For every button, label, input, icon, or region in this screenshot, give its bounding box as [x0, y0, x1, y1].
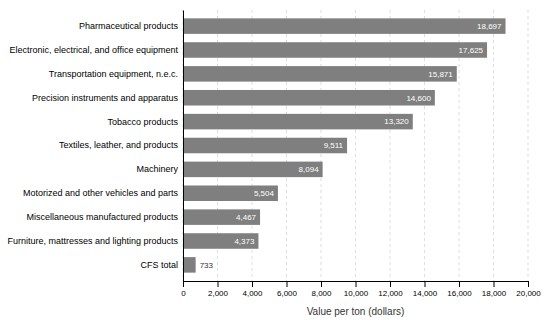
data-label: 733: [200, 261, 214, 270]
x-tick-label: 20,000: [516, 289, 541, 298]
x-tick: 20,000: [516, 281, 541, 298]
x-tick-label: 2,000: [208, 289, 229, 298]
y-axis-line: [183, 11, 184, 282]
data-label: 4,373: [234, 237, 255, 246]
y-tick: Precision instruments and apparatus: [32, 93, 183, 103]
x-tick-label: 4,000: [242, 289, 263, 298]
y-tick-label: Precision instruments and apparatus: [32, 93, 179, 103]
x-tick-mark: [528, 281, 529, 287]
x-axis-title: Value per ton (dollars): [307, 306, 405, 317]
x-tick-mark: [356, 281, 357, 287]
x-tick: 6,000: [277, 281, 298, 298]
y-tick-label: Textiles, leather, and products: [59, 140, 179, 150]
x-tick-label: 0: [181, 289, 186, 298]
data-label: 13,320: [384, 117, 409, 126]
bar: [183, 209, 260, 225]
grid-line: [493, 10, 494, 281]
data-label: 18,697: [477, 22, 502, 31]
chart-svg: 0 2,000 4,000 6,000 8,000 10,000 12,000 14,000 1…: [0, 0, 550, 323]
bars: [183, 18, 506, 272]
x-tick-mark: [287, 281, 288, 287]
x-tick-label: 14,000: [413, 289, 438, 298]
x-tick-label: 12,000: [378, 289, 403, 298]
y-tick: Textiles, leather, and products: [59, 140, 183, 150]
x-tick-mark: [321, 281, 322, 287]
x-tick-label: 18,000: [482, 289, 507, 298]
y-tick: Pharmaceutical products: [79, 21, 183, 31]
bar: [183, 162, 323, 178]
bar: [183, 138, 347, 154]
x-tick: 16,000: [447, 281, 472, 298]
data-labels: 733 4,373 4,467 5,504 8,094 9,511 13,320 14,600…: [200, 22, 502, 270]
data-label: 4,467: [236, 213, 257, 222]
y-tick-label: Miscellaneous manufactured products: [26, 212, 178, 222]
y-tick-label: Transportation equipment, n.e.c.: [49, 69, 178, 79]
y-tick-label: Pharmaceutical products: [79, 21, 179, 31]
bar: [183, 42, 487, 58]
y-tick-label: Electronic, electrical, and office equip…: [10, 45, 179, 55]
x-tick-label: 10,000: [344, 289, 369, 298]
data-label: 17,625: [459, 46, 484, 55]
bar: [183, 114, 413, 130]
y-tick: Electronic, electrical, and office equip…: [10, 45, 183, 55]
y-tick: CFS total: [140, 260, 183, 270]
bar: [183, 90, 435, 106]
x-tick: 4,000: [242, 281, 263, 298]
y-tick-label: Machinery: [136, 164, 178, 174]
data-label: 15,871: [428, 70, 453, 79]
grid-line: [528, 10, 529, 281]
x-tick-mark: [425, 281, 426, 287]
x-tick-mark: [252, 281, 253, 287]
y-tick: Furniture, mattresses and lighting produ…: [7, 236, 183, 246]
data-label: 9,511: [324, 141, 344, 150]
data-label: 8,094: [299, 165, 320, 174]
x-tick: 14,000: [413, 281, 438, 298]
x-tick-mark: [218, 281, 219, 287]
x-axis-line: [184, 282, 529, 288]
x-tick-mark: [183, 281, 184, 287]
grid-line: [183, 10, 184, 281]
x-tick-label: 6,000: [277, 289, 298, 298]
x-tick: 8,000: [311, 281, 332, 298]
chart-container: 0 2,000 4,000 6,000 8,000 10,000 12,000 14,000 1…: [0, 0, 550, 323]
data-label: 14,600: [406, 94, 431, 103]
x-tick: 0: [181, 281, 186, 298]
grid: [183, 10, 528, 281]
y-axis: CFS total Furniture, mattresses and light…: [7, 11, 183, 282]
y-tick: Machinery: [136, 164, 183, 174]
bar: [183, 185, 278, 201]
y-tick: Tobacco products: [107, 117, 183, 127]
x-axis: 0 2,000 4,000 6,000 8,000 10,000 12,000 14,000 1…: [181, 281, 541, 298]
x-tick: 18,000: [482, 281, 507, 298]
bar: [183, 233, 258, 249]
x-tick-mark: [494, 281, 495, 287]
x-tick: 10,000: [344, 281, 369, 298]
bar: [183, 257, 196, 273]
x-tick: 12,000: [378, 281, 403, 298]
y-tick: Motorized and other vehicles and parts: [23, 188, 183, 198]
data-label: 5,504: [254, 189, 275, 198]
y-tick: Miscellaneous manufactured products: [26, 212, 183, 222]
bar: [183, 18, 506, 34]
y-tick: Transportation equipment, n.e.c.: [49, 69, 183, 79]
bar: [183, 66, 457, 82]
plot-area: 0 2,000 4,000 6,000 8,000 10,000 12,000 14,000 1…: [7, 10, 541, 298]
x-tick-label: 16,000: [447, 289, 472, 298]
y-tick-label: CFS total: [140, 260, 178, 270]
x-tick-label: 8,000: [311, 289, 332, 298]
y-tick-label: Furniture, mattresses and lighting produ…: [7, 236, 178, 246]
y-tick-label: Tobacco products: [107, 117, 178, 127]
x-tick-mark: [390, 281, 391, 287]
x-tick: 2,000: [208, 281, 229, 298]
y-tick-label: Motorized and other vehicles and parts: [23, 188, 179, 198]
x-tick-mark: [459, 281, 460, 287]
